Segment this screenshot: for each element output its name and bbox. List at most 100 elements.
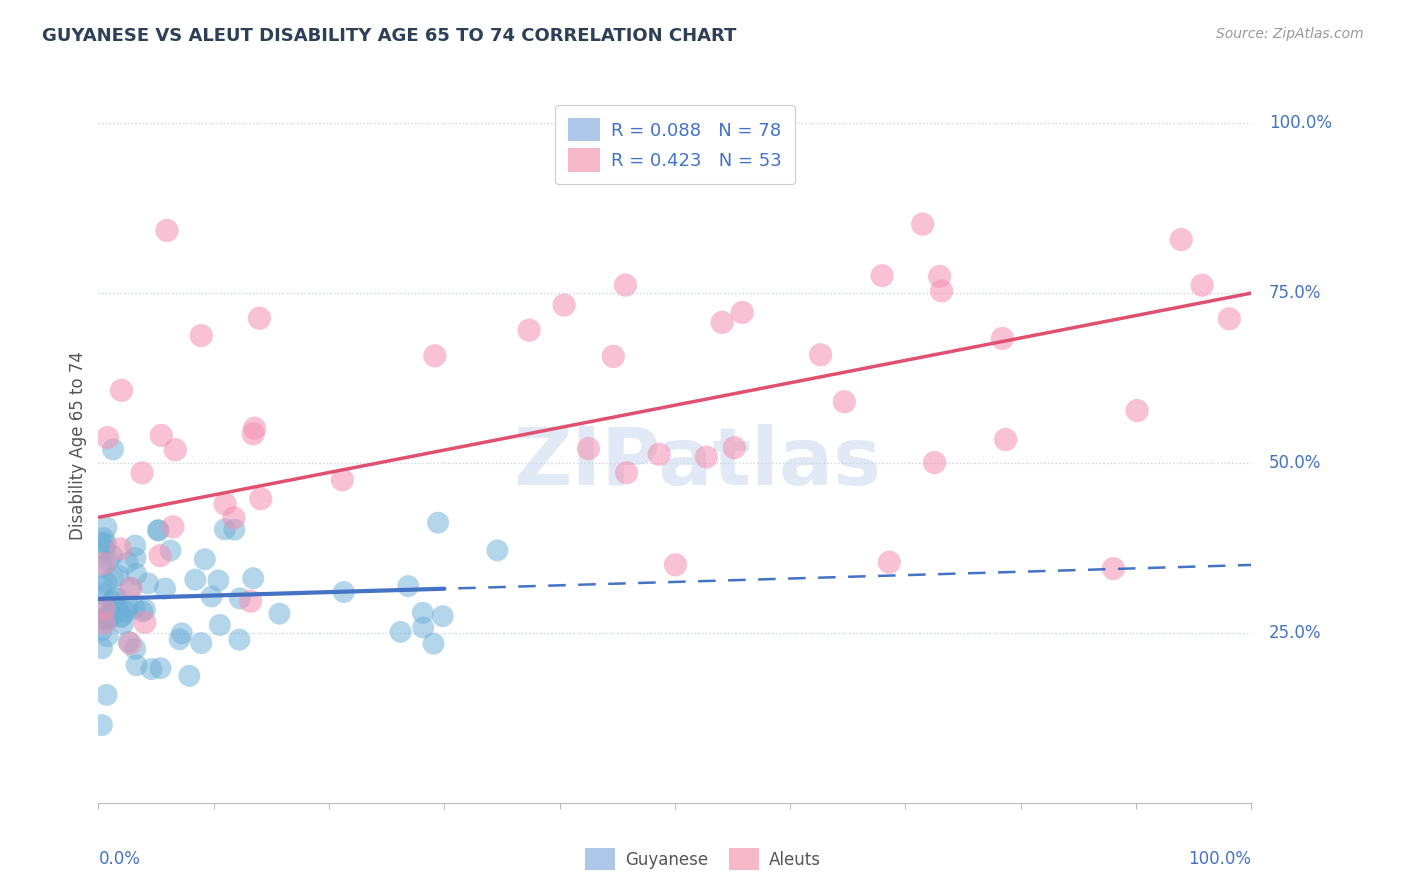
Point	[131, 466, 153, 480]
Point	[91, 559, 114, 574]
Legend: Guyanese, Aleuts: Guyanese, Aleuts	[579, 842, 827, 877]
Point	[94, 611, 117, 625]
Point	[93, 615, 115, 630]
Point	[117, 556, 139, 570]
Point	[148, 524, 170, 538]
Point	[249, 311, 271, 326]
Point	[194, 552, 217, 566]
Point	[149, 661, 172, 675]
Point	[207, 574, 229, 588]
Point	[125, 658, 148, 673]
Point	[179, 669, 201, 683]
Point	[120, 636, 142, 650]
Point	[96, 520, 118, 534]
Legend: R = 0.088   N = 78, R = 0.423   N = 53: R = 0.088 N = 78, R = 0.423 N = 53	[555, 105, 794, 185]
Point	[124, 641, 146, 656]
Point	[90, 580, 112, 594]
Point	[269, 607, 291, 621]
Point	[125, 566, 148, 581]
Point	[412, 620, 434, 634]
Point	[162, 520, 184, 534]
Point	[110, 384, 132, 398]
Point	[423, 349, 446, 363]
Point	[146, 524, 169, 538]
Point	[90, 623, 112, 637]
Point	[93, 531, 115, 545]
Point	[159, 543, 181, 558]
Point	[810, 348, 832, 362]
Point	[93, 557, 115, 571]
Point	[222, 511, 245, 525]
Point	[94, 600, 117, 615]
Point	[239, 594, 262, 608]
Point	[124, 601, 146, 615]
Point	[124, 539, 146, 553]
Point	[208, 618, 231, 632]
Point	[928, 269, 950, 284]
Point	[134, 603, 156, 617]
Point	[101, 594, 124, 608]
Point	[931, 284, 953, 298]
Point	[111, 608, 134, 623]
Point	[101, 606, 124, 620]
Point	[184, 573, 207, 587]
Point	[870, 268, 893, 283]
Point	[224, 523, 246, 537]
Point	[110, 610, 132, 624]
Point	[330, 473, 353, 487]
Point	[412, 606, 434, 620]
Point	[911, 217, 934, 231]
Point	[136, 576, 159, 591]
Point	[150, 428, 173, 442]
Point	[333, 585, 356, 599]
Point	[117, 599, 139, 613]
Point	[90, 535, 112, 549]
Point	[1102, 561, 1125, 575]
Point	[131, 604, 153, 618]
Point	[105, 601, 128, 615]
Point	[153, 582, 176, 596]
Point	[242, 426, 264, 441]
Point	[96, 688, 118, 702]
Point	[120, 582, 142, 596]
Point	[90, 612, 112, 626]
Point	[243, 421, 266, 435]
Text: 100.0%: 100.0%	[1268, 114, 1331, 132]
Point	[105, 591, 128, 605]
Point	[432, 609, 454, 624]
Point	[96, 629, 118, 643]
Point	[120, 581, 142, 595]
Point	[93, 542, 115, 557]
Point	[169, 632, 191, 647]
Text: Source: ZipAtlas.com: Source: ZipAtlas.com	[1216, 27, 1364, 41]
Text: 50.0%: 50.0%	[1268, 454, 1322, 472]
Point	[602, 350, 624, 364]
Point	[242, 571, 264, 585]
Point	[117, 635, 139, 649]
Point	[201, 590, 224, 604]
Point	[190, 636, 212, 650]
Point	[1170, 233, 1192, 247]
Point	[141, 662, 163, 676]
Text: 0.0%: 0.0%	[98, 850, 141, 869]
Point	[994, 433, 1017, 447]
Point	[396, 579, 419, 593]
Text: 25.0%: 25.0%	[1268, 624, 1322, 642]
Point	[115, 605, 138, 619]
Point	[249, 491, 271, 506]
Point	[695, 450, 717, 464]
Point	[96, 575, 118, 590]
Text: 100.0%: 100.0%	[1188, 850, 1251, 869]
Point	[96, 431, 118, 445]
Point	[214, 522, 236, 536]
Point	[879, 555, 901, 569]
Point	[389, 624, 412, 639]
Point	[94, 536, 117, 550]
Point	[578, 442, 600, 456]
Point	[486, 543, 509, 558]
Point	[648, 447, 671, 461]
Point	[553, 298, 575, 312]
Point	[616, 466, 638, 480]
Point	[1191, 278, 1213, 293]
Point	[96, 612, 118, 626]
